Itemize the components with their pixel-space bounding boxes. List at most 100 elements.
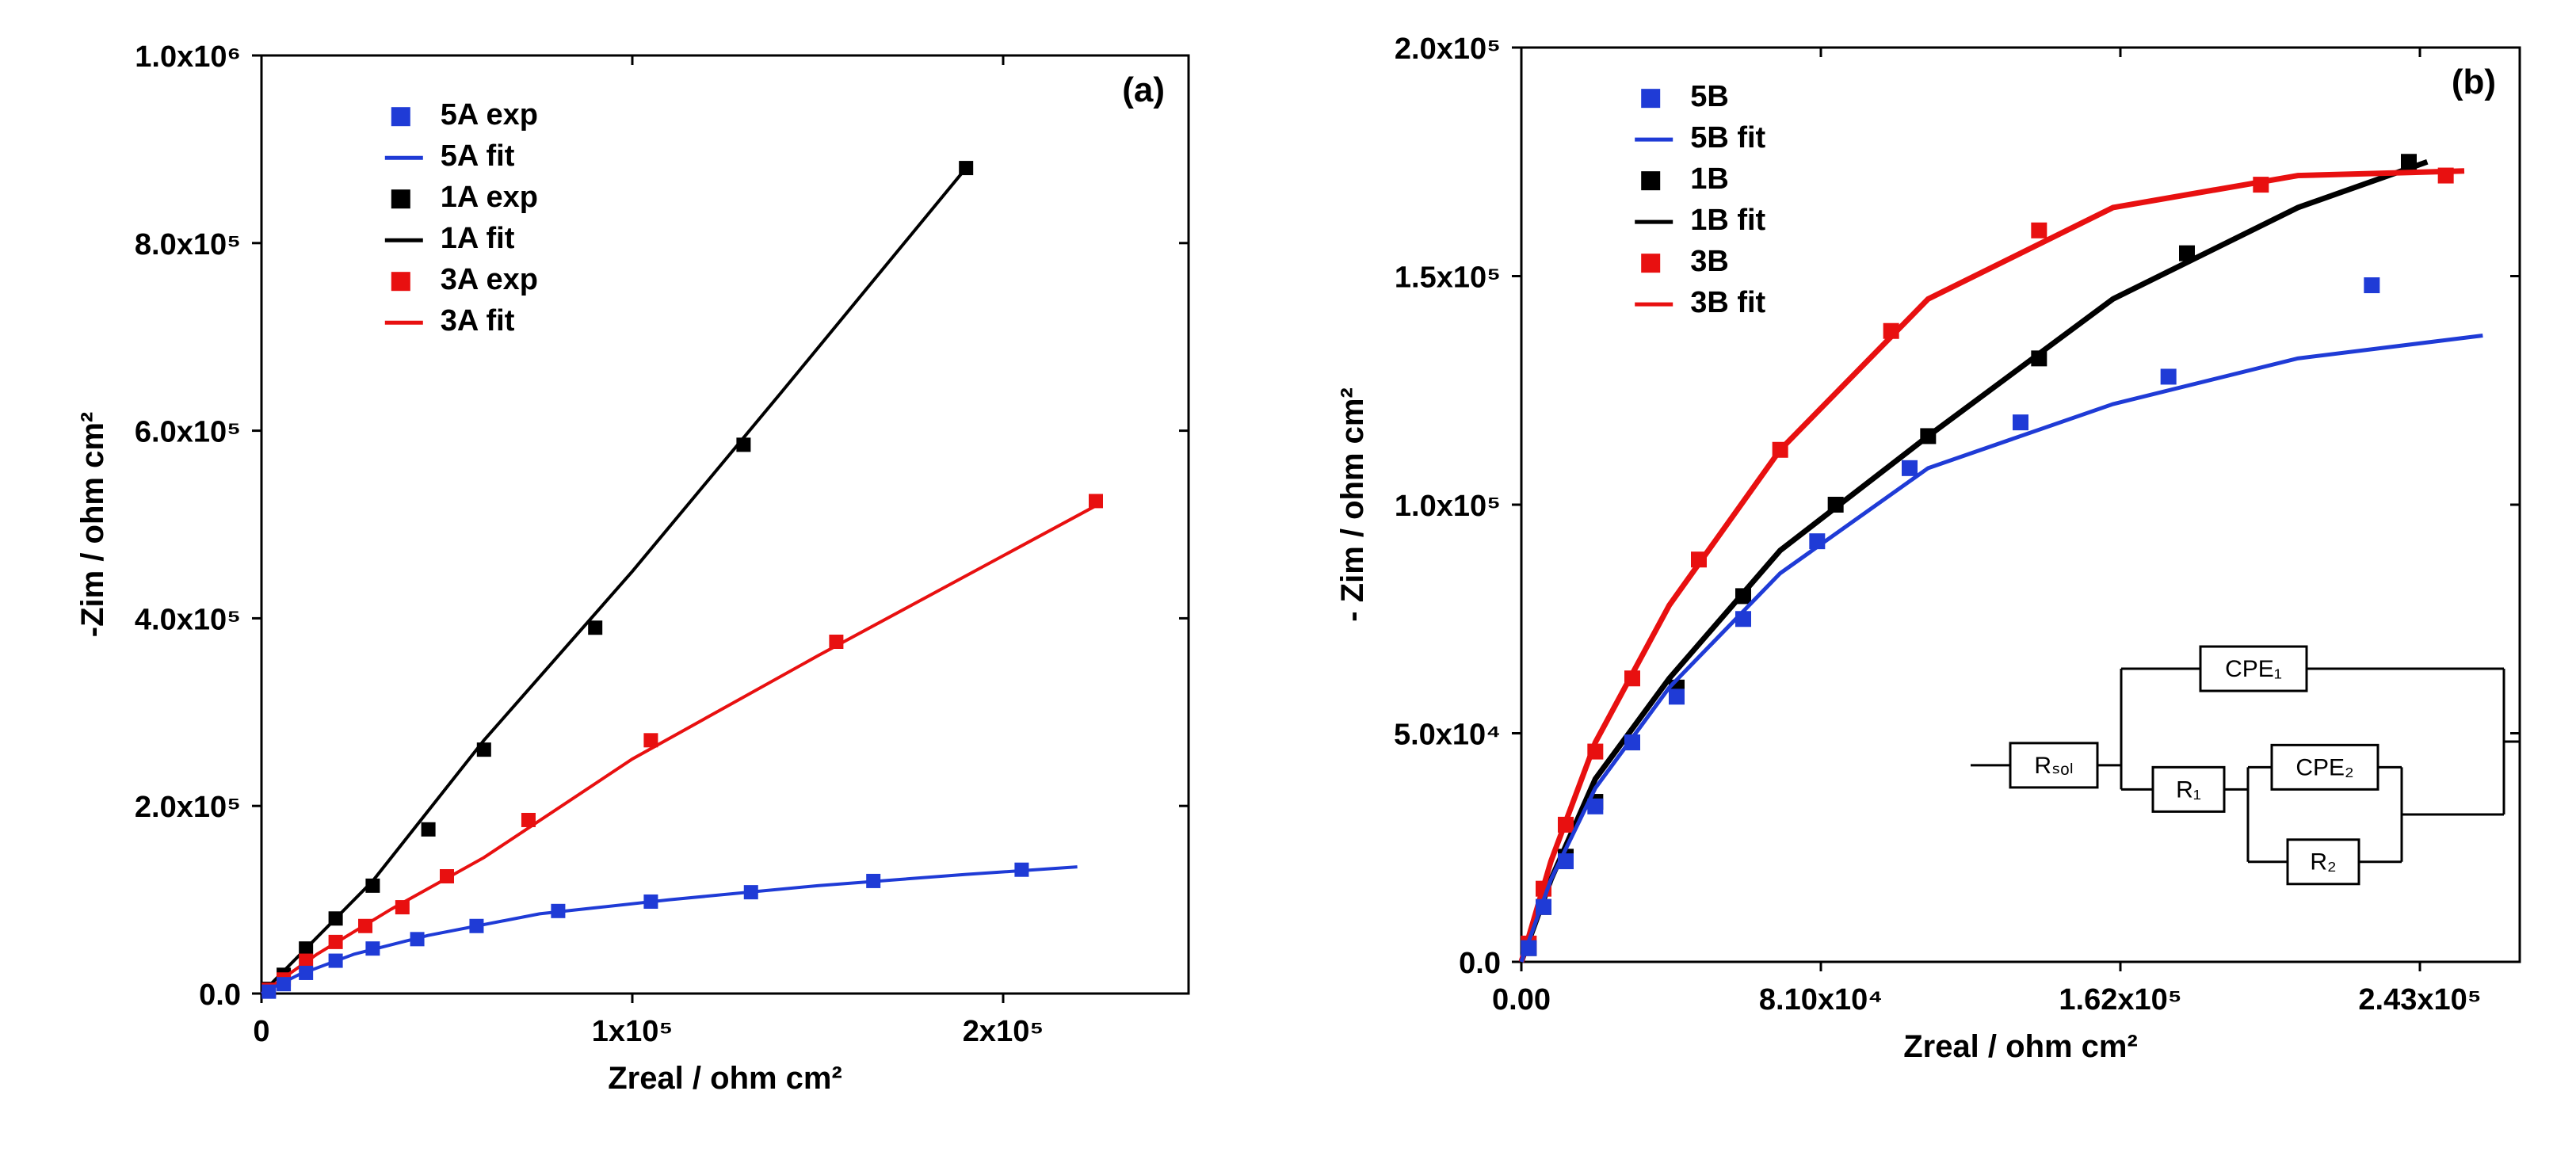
ytick-label: 0.0 [199,978,241,1012]
series-3B-marker [1587,744,1603,760]
chart-b-svg: 0.00 8.10x10⁴ 1.62x10⁵ 2.43x10⁵ 0.0 5.0x10⁴ 1.… [1284,24,2551,1128]
ytick-label: 1.0x10⁶ [135,40,241,74]
legend-label: 1A fit [441,222,515,255]
circuit-box-label: R₁ [2176,776,2201,803]
series-5A-marker [277,977,291,991]
series-3B-marker [1558,817,1574,833]
legend-marker [391,189,410,208]
panel-b: 0.00 8.10x10⁴ 1.62x10⁵ 2.43x10⁵ 0.0 5.0x10⁴ 1.… [1284,24,2551,1128]
series-5B-marker [1809,533,1825,549]
series-5B-marker [1902,460,1918,476]
series-3B-marker [1691,551,1707,567]
series-3B-marker [2438,168,2454,184]
series-5B-marker [1587,799,1603,814]
series-5B-marker [1521,940,1536,956]
series-3A-fit-line [261,505,1096,994]
series-5A-marker [744,885,758,899]
ytick-label: 1.0x10⁵ [1395,490,1501,523]
series-3A-marker [440,869,454,883]
ytick-label: 0.0 [1459,947,1501,980]
legend-marker [1641,89,1660,108]
series-1A-marker [299,941,313,956]
series-5A-marker [329,954,343,968]
series-3A-marker [329,935,343,949]
legend-label: 3A exp [441,263,538,296]
xtick-label: 2x10⁵ [963,1015,1044,1048]
legend-label: 5A fit [441,139,515,173]
circuit-box-label: CPE₁ [2225,656,2282,682]
legend-marker [391,272,410,291]
y-axis-label: -Zim / ohm cm² [75,412,110,637]
series-1B-marker [2031,350,2047,366]
legend-label: 3A fit [441,304,515,338]
series-3A-marker [1089,494,1103,508]
circuit-box-label: CPE₂ [2296,754,2353,780]
series-5B-marker [2364,277,2379,293]
series-3A-marker [395,900,410,914]
series-5B-marker [1735,611,1751,627]
series-3A-marker [643,733,658,747]
panel-tag: (b) [2452,63,2496,101]
series-1B-marker [1735,588,1751,604]
legend-label: 5B fit [1690,121,1765,154]
series-3A-marker [521,813,536,827]
xtick-label: 8.10x10⁴ [1759,983,1883,1017]
ytick-label: 6.0x10⁵ [135,416,241,449]
legend-label: 1B fit [1690,204,1765,237]
series-3A-marker [829,635,843,649]
x-axis-label: Zreal / ohm cm² [1903,1029,2138,1064]
series-1A-marker [736,437,750,452]
series-5A-marker [866,874,880,888]
series-5B-marker [2013,414,2028,430]
ytick-label: 4.0x10⁵ [135,603,241,636]
series-3B-marker [2031,223,2047,238]
xtick-label: 0 [253,1015,269,1048]
series-5B-marker [2161,368,2177,384]
series-3A-marker [299,954,313,968]
series-3B-marker [1883,323,1899,339]
legend-marker [1641,254,1660,273]
legend-label: 1B [1690,162,1729,196]
y-axis-label: - Zim / ohm cm² [1335,387,1370,622]
ytick-label: 2.0x10⁵ [1395,32,1501,66]
xtick-label: 1x10⁵ [592,1015,673,1048]
series-1B-marker [2401,154,2417,170]
xtick-label: 0.00 [1492,983,1551,1017]
legend-label: 5B [1690,80,1729,113]
series-5B-marker [1536,899,1551,915]
series-3B-marker [1624,670,1640,686]
series-1A-marker [477,742,491,757]
legend-label: 1A exp [441,181,538,214]
series-5A-marker [365,941,380,956]
x-axis-label: Zreal / ohm cm² [608,1061,842,1096]
series-5B-marker [1669,689,1685,704]
series-5A-marker [551,904,565,918]
series-3B-marker [1773,442,1788,458]
series-5A-marker [643,895,658,909]
series-5A-marker [261,985,276,999]
legend-label: 3B [1690,245,1729,278]
series-1A-fit-line [261,168,966,994]
series-5A-marker [1014,863,1028,877]
series-5A-marker [410,932,425,946]
panel-tag: (a) [1122,71,1165,109]
ytick-label: 5.0x10⁴ [1394,719,1501,752]
series-1B-marker [1920,428,1936,444]
xtick-label: 1.62x10⁵ [2059,983,2181,1017]
series-1B-marker [1828,497,1844,513]
ytick-label: 1.5x10⁵ [1395,261,1501,295]
circuit-box-label: R₂ [2310,849,2336,875]
series-3B-marker [2253,177,2269,193]
series-5B-marker [1558,853,1574,869]
xtick-label: 2.43x10⁵ [2358,983,2481,1017]
series-1A-marker [422,822,436,837]
series-5A-marker [469,919,483,933]
legend-label: 3B fit [1690,286,1765,319]
series-5A-fit-line [261,867,1078,994]
series-3A-marker [358,919,372,933]
series-1A-marker [365,879,380,893]
figure-root: 01x10⁵2x10⁵0.02.0x10⁵4.0x10⁵6.0x10⁵8.0x1… [0,0,2576,1152]
ytick-label: 2.0x10⁵ [135,791,241,824]
series-1A-marker [329,911,343,925]
circuit-inset: RₛₒₗCPE₁R₁CPE₂R₂ [1971,647,2520,884]
